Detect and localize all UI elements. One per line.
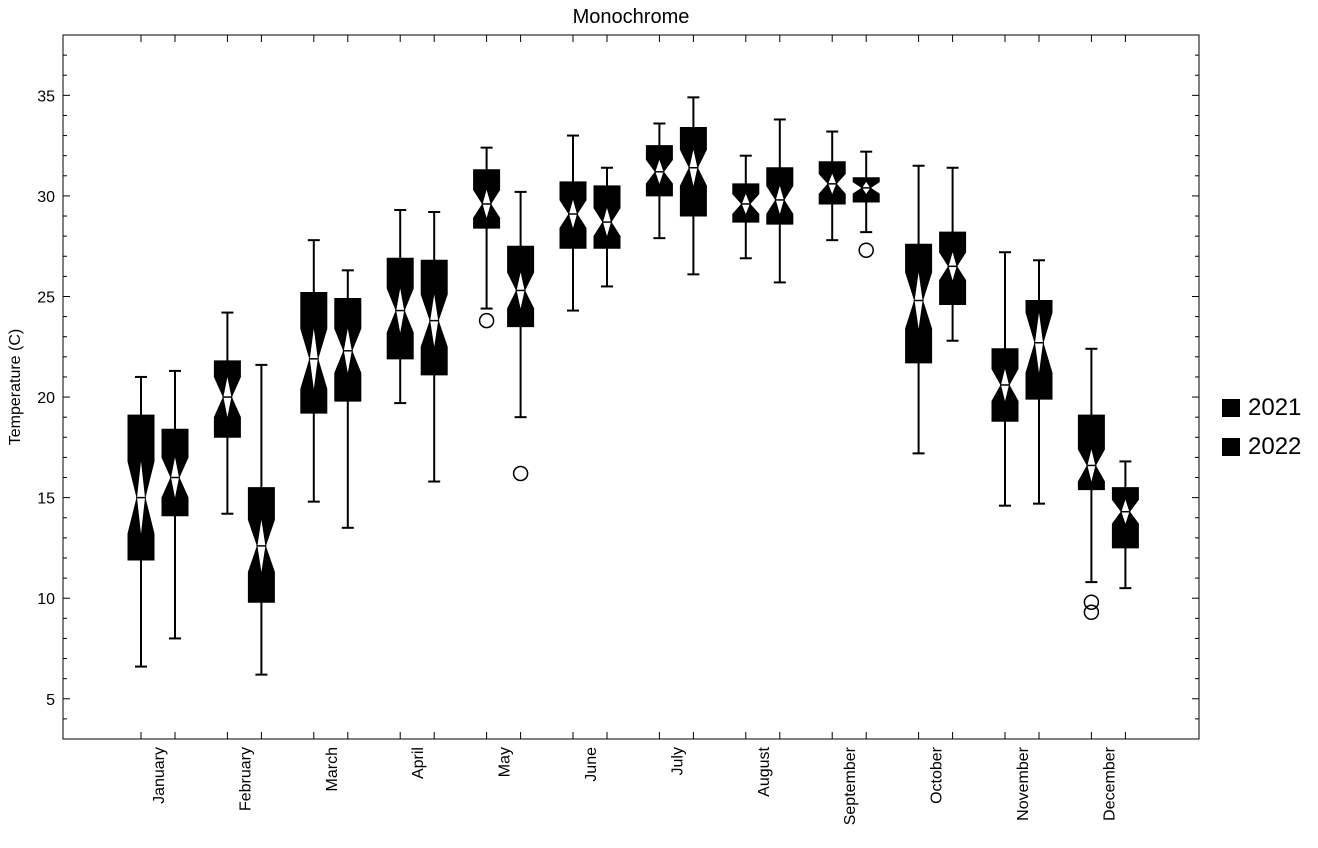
legend-item-2022: 2022 bbox=[1222, 427, 1301, 466]
outlier-point bbox=[858, 242, 874, 258]
x-tick-label: August bbox=[756, 746, 773, 796]
box-2021-june bbox=[559, 134, 587, 312]
plot-frame bbox=[62, 34, 1200, 740]
box-2021-july bbox=[645, 122, 673, 240]
x-tick-label: September bbox=[842, 746, 859, 825]
x-tick-label: January bbox=[151, 747, 168, 804]
box-2021-april bbox=[386, 208, 414, 405]
y-tick-label: 5 bbox=[46, 692, 55, 709]
box-2022-february bbox=[247, 363, 275, 676]
x-tick-label: June bbox=[583, 747, 600, 782]
box-2021-february bbox=[213, 311, 241, 515]
axes-layer: 5 10 15 20 25 30 35 January February March April Ma… bbox=[37, 34, 1199, 825]
legend: 2021 2022 bbox=[1222, 388, 1301, 466]
chart-title: Monochrome bbox=[573, 6, 690, 28]
box-2022-march bbox=[334, 269, 362, 529]
box-2021-november bbox=[991, 251, 1019, 507]
y-axis-label: Temperature (C) bbox=[7, 329, 24, 445]
box-2022-july bbox=[679, 96, 707, 276]
y-tick-label: 10 bbox=[37, 591, 55, 608]
legend-item-2021: 2021 bbox=[1222, 388, 1301, 427]
x-tick-label: December bbox=[1101, 746, 1118, 820]
box-2022-september bbox=[852, 150, 880, 258]
y-tick-label: 15 bbox=[37, 491, 55, 508]
box-2021-december bbox=[1077, 347, 1105, 621]
legend-label-2022: 2022 bbox=[1248, 432, 1302, 460]
box-2021-september bbox=[818, 130, 846, 242]
outlier-point bbox=[512, 465, 529, 482]
box-2022-april bbox=[420, 211, 448, 483]
box-2021-january bbox=[127, 375, 155, 668]
boxes-layer bbox=[127, 96, 1139, 676]
legend-swatch-2021 bbox=[1222, 398, 1240, 417]
box-2022-december bbox=[1111, 460, 1139, 590]
legend-label-2021: 2021 bbox=[1248, 393, 1302, 421]
y-tick-label: 30 bbox=[37, 189, 55, 206]
box-2022-january bbox=[161, 369, 189, 640]
x-tick-label: April bbox=[410, 747, 427, 779]
box-2021-october bbox=[905, 164, 933, 455]
x-tick-label: November bbox=[1015, 746, 1032, 820]
x-tick-label: July bbox=[669, 747, 686, 775]
box-2022-august bbox=[766, 118, 794, 284]
outlier-point bbox=[1083, 594, 1100, 610]
legend-swatch-2022 bbox=[1222, 437, 1240, 456]
box-2022-june bbox=[593, 166, 621, 288]
outlier-point bbox=[478, 312, 495, 329]
outlier-point bbox=[1083, 604, 1100, 621]
x-tick-label: May bbox=[497, 747, 514, 777]
y-tick-label: 35 bbox=[37, 88, 55, 105]
box-2022-november bbox=[1025, 259, 1053, 505]
y-tick-label: 25 bbox=[37, 289, 55, 306]
x-tick-label: March bbox=[324, 747, 341, 791]
box-2022-october bbox=[939, 166, 967, 342]
x-tick-label: February bbox=[237, 747, 254, 811]
box-2021-august bbox=[732, 154, 760, 260]
y-tick-label: 20 bbox=[37, 390, 55, 407]
box-2022-may bbox=[507, 190, 535, 482]
x-tick-label: October bbox=[929, 746, 946, 804]
box-2021-may bbox=[473, 146, 501, 329]
box-2021-march bbox=[300, 239, 328, 503]
